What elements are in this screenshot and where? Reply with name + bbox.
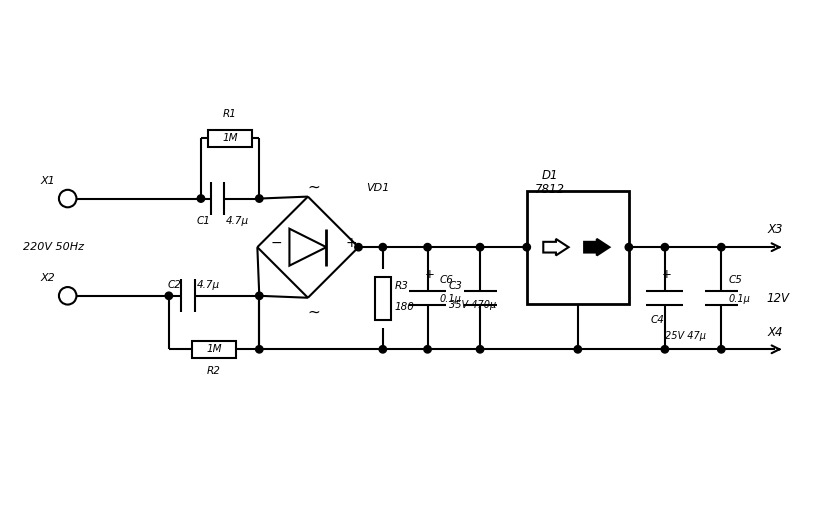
Text: X4: X4 — [768, 325, 783, 339]
Text: C4: C4 — [650, 314, 664, 324]
Circle shape — [625, 243, 633, 251]
Circle shape — [718, 346, 725, 353]
Circle shape — [198, 195, 205, 202]
Text: X2: X2 — [41, 273, 56, 283]
Circle shape — [355, 243, 362, 251]
Polygon shape — [584, 239, 609, 256]
Circle shape — [424, 346, 431, 353]
Text: 7812: 7812 — [534, 183, 565, 196]
Circle shape — [256, 195, 263, 202]
Text: ~: ~ — [307, 179, 320, 194]
Circle shape — [379, 243, 387, 251]
Text: 25V 47μ: 25V 47μ — [665, 331, 706, 341]
Circle shape — [718, 243, 725, 251]
Bar — [374, 277, 391, 319]
Circle shape — [477, 243, 484, 251]
Text: 0.1μ: 0.1μ — [728, 294, 750, 304]
Text: 180: 180 — [394, 302, 414, 312]
Bar — [192, 341, 236, 357]
Text: −: − — [271, 236, 282, 250]
Text: C5: C5 — [728, 275, 742, 284]
Text: C2: C2 — [168, 280, 182, 290]
Text: 1M: 1M — [207, 344, 222, 354]
Circle shape — [661, 346, 668, 353]
Text: C6: C6 — [439, 275, 453, 284]
Text: 12V: 12V — [766, 292, 789, 305]
Circle shape — [59, 287, 77, 305]
Circle shape — [256, 292, 263, 300]
Text: X3: X3 — [768, 223, 783, 236]
Text: R3: R3 — [394, 280, 408, 291]
Bar — [527, 191, 629, 304]
Text: +: + — [346, 236, 357, 250]
Text: R1: R1 — [223, 109, 237, 119]
Text: +: + — [425, 268, 435, 281]
Text: R2: R2 — [207, 366, 221, 376]
Circle shape — [477, 346, 484, 353]
Text: 4.7μ: 4.7μ — [226, 216, 249, 226]
Text: 220V 50Hz: 220V 50Hz — [23, 242, 84, 252]
Text: 4.7μ: 4.7μ — [197, 280, 221, 290]
Text: C3: C3 — [449, 280, 463, 291]
Circle shape — [574, 346, 582, 353]
Text: VD1: VD1 — [366, 183, 389, 193]
Circle shape — [379, 346, 387, 353]
Circle shape — [256, 346, 263, 353]
Text: D1: D1 — [542, 169, 558, 182]
Circle shape — [59, 190, 77, 207]
Bar — [207, 130, 253, 147]
Text: C1: C1 — [197, 216, 211, 226]
Circle shape — [523, 243, 531, 251]
Text: 0.1μ: 0.1μ — [439, 294, 461, 304]
Text: ~: ~ — [307, 305, 320, 320]
Circle shape — [424, 243, 431, 251]
Polygon shape — [543, 239, 569, 256]
Circle shape — [165, 292, 173, 300]
Text: X1: X1 — [41, 176, 56, 186]
Text: 35V 470μ: 35V 470μ — [449, 300, 496, 310]
Text: 1M: 1M — [222, 133, 238, 143]
Circle shape — [661, 243, 668, 251]
Text: +: + — [662, 268, 672, 281]
